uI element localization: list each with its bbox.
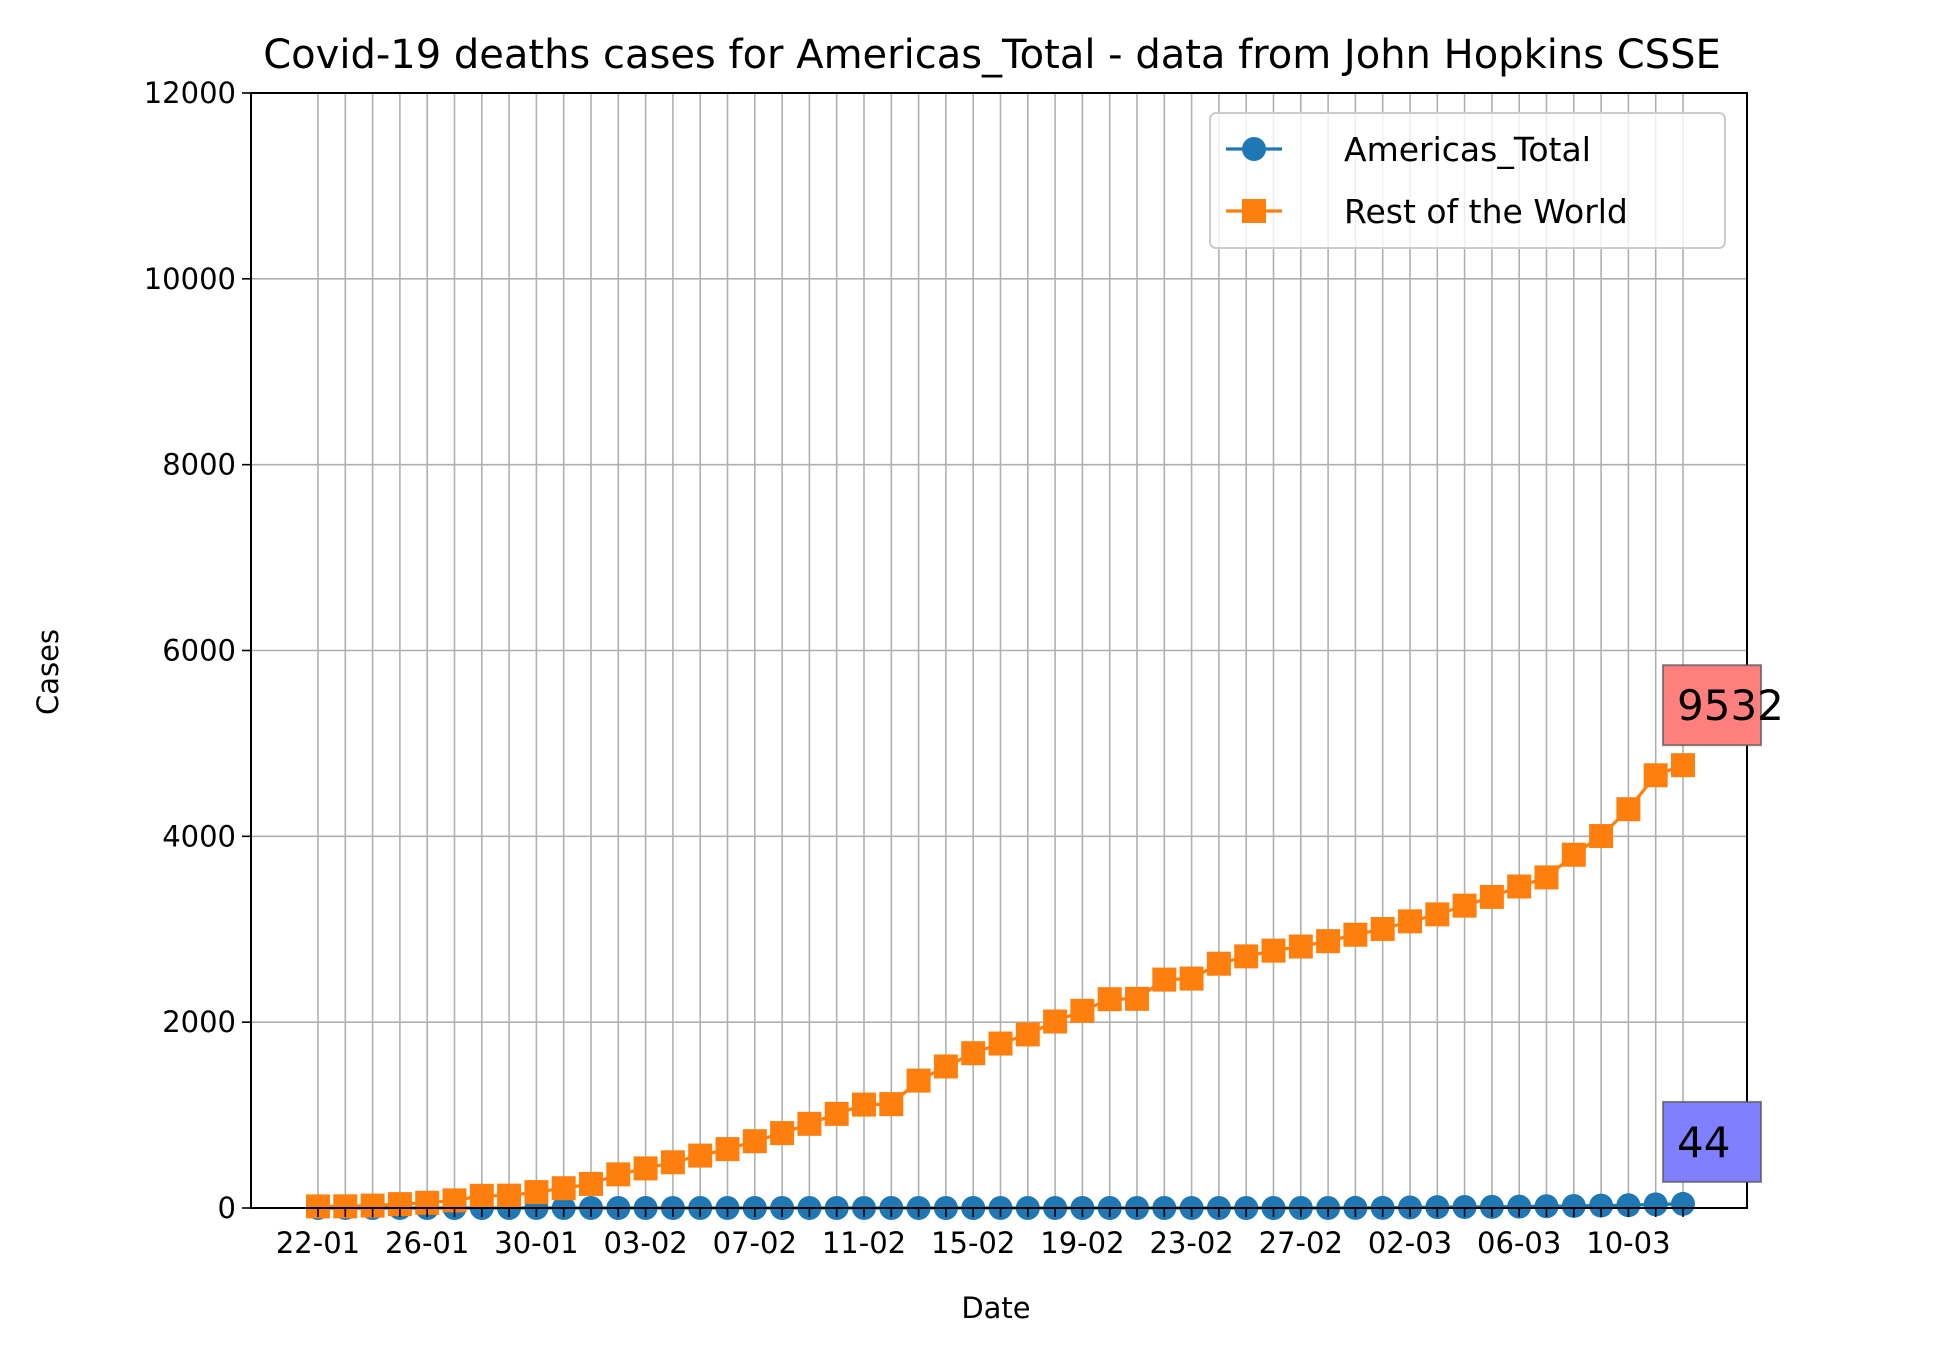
data-point	[1179, 966, 1204, 991]
data-point	[1261, 938, 1286, 963]
data-point	[1616, 1193, 1641, 1218]
data-point	[1425, 902, 1450, 927]
x-tick-label: 03-02	[603, 1226, 687, 1260]
data-point	[1398, 909, 1422, 934]
data-point	[1015, 1022, 1040, 1047]
data-point	[1671, 753, 1695, 778]
data-point	[1070, 998, 1095, 1023]
x-axis-title: Date	[961, 1291, 1030, 1325]
y-tick-label: 2000	[162, 1005, 236, 1039]
legend-box	[1209, 112, 1726, 249]
legend-label: Americas_Total	[1344, 130, 1591, 169]
data-point	[797, 1111, 822, 1136]
y-tick-label: 12000	[144, 76, 236, 110]
data-point	[879, 1092, 904, 1117]
annotation-box	[1662, 664, 1762, 747]
data-point	[660, 1150, 685, 1175]
series-1	[306, 753, 1695, 1219]
data-point	[1616, 797, 1641, 822]
data-point	[579, 1171, 603, 1196]
x-tick-label: 02-03	[1368, 1226, 1452, 1260]
x-tick-label: 26-01	[385, 1226, 469, 1260]
x-tick-label: 30-01	[494, 1226, 578, 1260]
x-tick-label: 07-02	[713, 1226, 797, 1260]
data-point	[1643, 1192, 1668, 1217]
data-point	[824, 1101, 849, 1126]
data-point	[906, 1068, 931, 1093]
y-axis-title: Cases	[31, 629, 65, 715]
data-point	[961, 1041, 986, 1066]
data-point	[1125, 986, 1149, 1011]
data-point	[1043, 1009, 1068, 1034]
data-point	[1479, 1194, 1504, 1219]
data-point	[933, 1054, 958, 1079]
y-tick-label: 6000	[162, 634, 236, 668]
data-point	[852, 1092, 876, 1117]
annotation-label: 44	[1677, 1118, 1730, 1167]
data-point	[1589, 1193, 1614, 1218]
data-point	[715, 1137, 740, 1162]
data-point	[1452, 1194, 1477, 1219]
data-point	[1097, 987, 1122, 1012]
data-point	[1561, 1193, 1586, 1218]
data-point	[633, 1156, 658, 1181]
data-point	[1479, 884, 1504, 909]
data-point	[688, 1143, 713, 1168]
data-point	[1452, 893, 1477, 918]
y-tick-label: 8000	[162, 448, 236, 482]
data-point	[1671, 1191, 1695, 1216]
data-point	[1152, 967, 1177, 992]
data-point	[1507, 874, 1532, 899]
data-point	[988, 1031, 1013, 1056]
data-point	[551, 1176, 576, 1201]
data-point	[497, 1183, 522, 1208]
data-point	[1534, 865, 1559, 890]
data-point	[524, 1180, 549, 1205]
y-tick-label: 10000	[144, 262, 236, 296]
annotation-label: 9532	[1677, 681, 1784, 730]
axes: 0 2000 4000 6000 8000 10000 12000 22-01 26-01 30-…	[144, 76, 1684, 1260]
x-tick-label: 11-02	[822, 1226, 906, 1260]
data-point	[1206, 951, 1231, 976]
series-layer	[306, 753, 1695, 1220]
data-point	[1589, 824, 1614, 849]
data-point	[1643, 763, 1668, 788]
legend-marker	[1242, 137, 1266, 161]
data-point	[1534, 1194, 1559, 1219]
data-point	[1370, 916, 1395, 941]
legend-label: Rest of the World	[1344, 192, 1628, 231]
legend: Americas_Total Rest of the World	[1209, 112, 1726, 249]
data-point	[1507, 1194, 1532, 1219]
data-point	[770, 1121, 795, 1146]
x-tick-label: 22-01	[276, 1226, 360, 1260]
data-point	[606, 1162, 631, 1187]
x-tick-label: 06-03	[1477, 1226, 1561, 1260]
chart-title: Covid-19 deaths cases for Americas_Total…	[263, 32, 1720, 78]
x-tick-label: 19-02	[1040, 1226, 1124, 1260]
data-point	[1316, 929, 1341, 954]
x-tick-label: 23-02	[1149, 1226, 1233, 1260]
y-tick-label: 0	[218, 1191, 236, 1225]
x-tick-label: 15-02	[931, 1226, 1015, 1260]
x-tick-label: 27-02	[1259, 1226, 1343, 1260]
data-point	[1288, 934, 1313, 959]
legend-marker	[1242, 199, 1266, 223]
data-point	[1343, 922, 1368, 947]
data-point	[469, 1183, 494, 1208]
annotation-box	[1662, 1100, 1762, 1183]
data-point	[742, 1129, 767, 1154]
data-point	[1234, 944, 1259, 969]
y-tick-label: 4000	[162, 819, 236, 853]
data-point	[1561, 842, 1586, 867]
annotations: 9532 44	[1662, 664, 1784, 1183]
x-tick-label: 10-03	[1586, 1226, 1670, 1260]
